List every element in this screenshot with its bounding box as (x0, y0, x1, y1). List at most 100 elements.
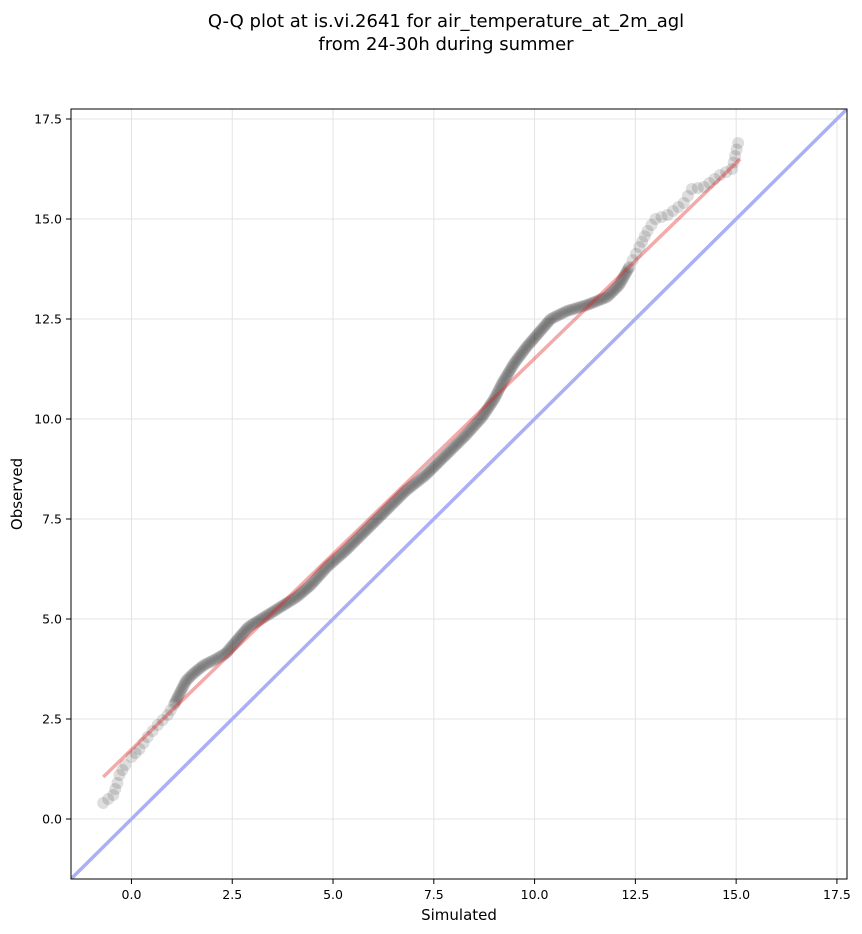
quantile-point (509, 355, 522, 368)
quantile-point (453, 435, 466, 448)
quantile-point (334, 549, 347, 562)
quantile-point (442, 446, 455, 459)
quantile-point (520, 341, 533, 353)
quantile-point (473, 414, 485, 427)
quantile-point (714, 169, 726, 181)
quantile-point (708, 173, 721, 185)
quantile-point (189, 666, 202, 678)
quantile-point (394, 490, 406, 503)
quantile-point (265, 606, 278, 619)
quantile-point (191, 664, 204, 676)
quantile-point (266, 606, 279, 618)
quantile-point (536, 322, 549, 335)
quantile-point (224, 642, 237, 655)
quantile-point (167, 699, 180, 711)
quantile-point (436, 452, 449, 465)
quantile-point (623, 261, 636, 273)
quantile-point (359, 525, 372, 537)
quantile-point (247, 617, 260, 630)
quantile-point (293, 589, 306, 601)
quantile-point (349, 535, 362, 547)
quantile-point (732, 137, 745, 149)
quantile-point (210, 653, 223, 665)
chart-title-line-1: Q-Q plot at is.vi.2641 for air_temperatu… (208, 11, 684, 32)
quantile-point (250, 616, 263, 628)
quantile-point (533, 325, 546, 338)
quantile-point (467, 420, 480, 433)
quantile-point (405, 480, 418, 492)
quantile-point (317, 564, 330, 577)
quantile-point (425, 463, 438, 476)
quantile-point (592, 294, 605, 307)
quantile-point (395, 489, 408, 502)
quantile-point (544, 313, 557, 325)
quantile-point (208, 653, 221, 666)
quantile-point (503, 365, 516, 377)
quantile-point (281, 596, 294, 609)
quantile-point (574, 300, 587, 313)
quantile-point (416, 472, 428, 484)
quantile-point (409, 477, 422, 489)
quantile-point (370, 513, 383, 526)
quantile-point (392, 491, 405, 504)
quantile-point (371, 512, 384, 525)
quantile-point (214, 650, 227, 663)
quantile-point (645, 219, 658, 231)
quantile-point (322, 559, 335, 572)
quantile-point (333, 550, 346, 563)
quantile-point (307, 576, 319, 589)
quantile-point (429, 459, 442, 471)
quantile-point (540, 317, 553, 330)
quantile-point (491, 387, 504, 400)
quantile-point (490, 388, 503, 401)
quantile-point (364, 519, 377, 532)
quantile-point (502, 367, 514, 380)
quantile-point (512, 352, 525, 365)
quantile-point (285, 594, 298, 607)
quantile-point (549, 310, 562, 323)
quantile-point (179, 675, 192, 687)
quantile-point (450, 439, 462, 451)
quantile-point (476, 411, 489, 423)
quantile-point (508, 357, 521, 369)
quantile-point (339, 545, 352, 557)
y-tick-label: 17.5 (34, 112, 62, 127)
quantile-point (258, 611, 271, 623)
quantile-point (641, 225, 654, 237)
quantile-point (672, 201, 685, 213)
quantile-point (156, 714, 169, 726)
quantile-point (328, 554, 341, 567)
quantile-point (276, 600, 288, 613)
quantile-point (238, 625, 251, 638)
quantile-point (480, 404, 493, 417)
quantile-point (254, 613, 267, 626)
quantile-point (274, 601, 287, 613)
quantile-point (537, 321, 550, 334)
y-axis-label: Observed (8, 458, 26, 530)
quantile-point (420, 467, 433, 480)
quantile-point (263, 607, 276, 620)
quantile-point (534, 324, 547, 337)
quantile-point (398, 486, 411, 499)
quantile-point (351, 532, 364, 545)
quantile-point (630, 247, 642, 260)
x-tick-label: 12.5 (621, 887, 649, 902)
quantile-point (362, 521, 375, 534)
quantile-point (358, 526, 371, 539)
quantile-point (240, 623, 253, 636)
quantile-point (288, 592, 301, 605)
quantile-point (270, 603, 283, 616)
quantile-point (380, 503, 393, 516)
quantile-point (636, 235, 649, 248)
quantile-point (513, 350, 526, 363)
quantile-point (375, 509, 387, 522)
x-tick-label: 0.0 (122, 887, 142, 902)
quantile-point (182, 672, 195, 685)
quantile-point (280, 597, 292, 610)
quantile-point (465, 423, 478, 435)
quantile-point (527, 332, 540, 345)
quantile-point (204, 656, 217, 668)
quantile-point (462, 426, 475, 439)
quantile-point (323, 558, 336, 571)
